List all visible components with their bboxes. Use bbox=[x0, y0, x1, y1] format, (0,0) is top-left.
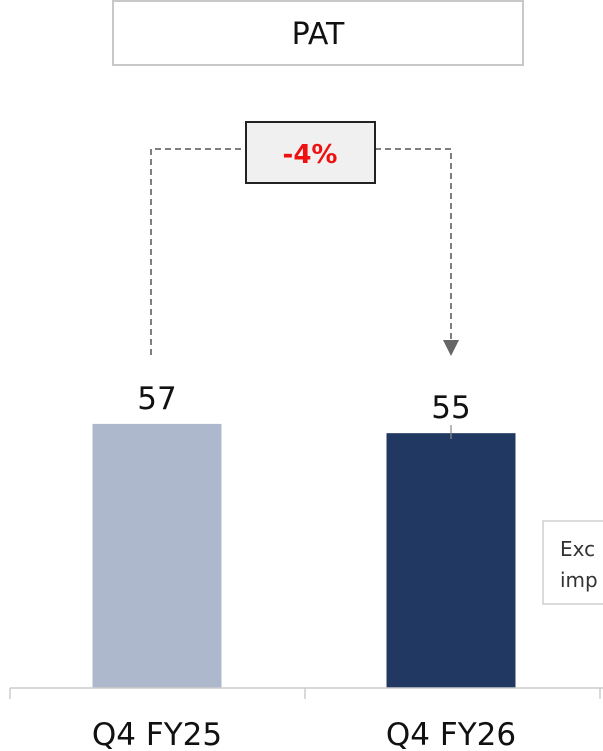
change-box bbox=[245, 121, 376, 184]
x-tick-label-2: Q4 FY26 bbox=[386, 717, 516, 751]
x-tick-label-1: Q4 FY25 bbox=[92, 717, 222, 751]
data-label-2: 55 bbox=[431, 390, 470, 426]
side-note-line-2: imp bbox=[560, 568, 598, 592]
change-connector bbox=[150, 148, 452, 355]
side-note-line-1: Exc bbox=[560, 537, 595, 561]
side-note-box bbox=[542, 520, 603, 605]
title-box bbox=[112, 0, 524, 66]
chart-title: PAT bbox=[292, 17, 345, 52]
connector-left-line bbox=[150, 148, 246, 355]
connector-right-line bbox=[375, 148, 452, 340]
bar-1 bbox=[92, 423, 222, 688]
bars-group bbox=[92, 423, 516, 688]
labels-group: 57 Q4 FY25 55 Q4 FY26 bbox=[92, 381, 516, 751]
connector-arrowhead bbox=[443, 340, 459, 356]
bar-2 bbox=[386, 433, 516, 688]
change-label: -4% bbox=[283, 140, 338, 170]
data-label-1: 57 bbox=[137, 381, 176, 417]
